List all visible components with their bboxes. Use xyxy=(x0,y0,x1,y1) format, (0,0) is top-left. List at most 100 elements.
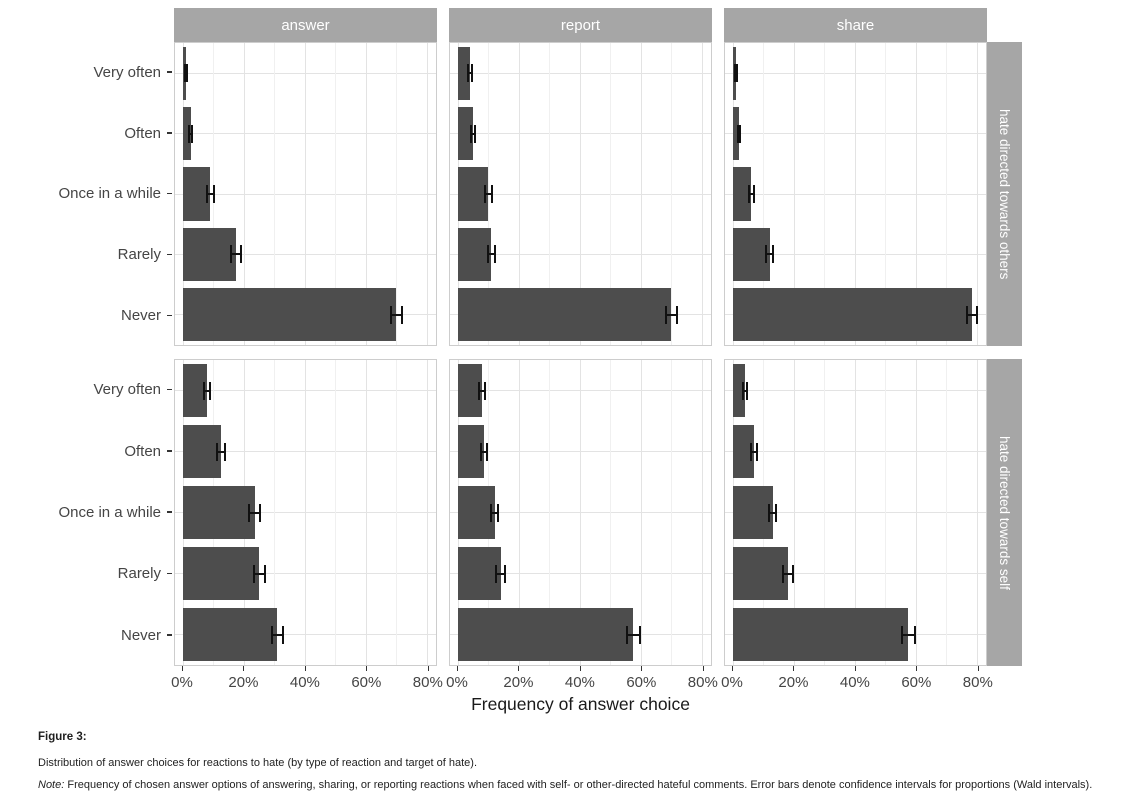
y-tick-mark xyxy=(167,450,172,452)
error-bar-midline xyxy=(469,72,472,75)
y-tick-mark xyxy=(167,572,172,575)
vertical-gridline xyxy=(610,360,612,665)
x-axis-answer: 0% 20% 40% 60% 80% xyxy=(171,666,443,698)
vertical-gridline xyxy=(426,360,428,665)
vertical-gridline xyxy=(854,360,856,665)
vertical-gridline xyxy=(274,360,276,665)
vertical-gridline xyxy=(274,43,276,345)
vertical-gridline xyxy=(915,43,917,345)
vertical-gridline xyxy=(335,360,337,665)
bar-row xyxy=(175,285,436,345)
y-axis-label-row: Often xyxy=(0,420,174,481)
error-bar xyxy=(747,184,755,203)
x-tick-label: 40% xyxy=(289,674,320,691)
panel-report-self xyxy=(449,359,712,666)
error-bar xyxy=(230,245,243,264)
error-bar-midline xyxy=(968,313,977,316)
y-tick-mark xyxy=(167,192,172,195)
bar-row xyxy=(725,360,986,421)
vertical-gridline xyxy=(824,43,826,345)
x-tick-mark xyxy=(181,666,183,671)
y-axis-label-row: Never xyxy=(0,285,174,346)
error-bar xyxy=(187,124,194,143)
error-bar xyxy=(495,564,506,583)
note-text: Frequency of chosen answer options of an… xyxy=(64,779,1093,791)
vertical-gridline xyxy=(579,360,581,665)
figure-caption-description: Distribution of answer choices for react… xyxy=(38,757,478,769)
error-bar xyxy=(742,381,749,400)
x-tick-label: 80% xyxy=(962,674,993,691)
error-bar xyxy=(966,305,979,324)
vertical-gridline xyxy=(243,43,245,345)
bar-row xyxy=(450,164,711,224)
facet-strip-answer-label: answer xyxy=(281,16,330,34)
error-bar xyxy=(184,64,189,83)
x-tick-label: 0% xyxy=(171,674,193,691)
facet-strip-share-label: share xyxy=(836,16,875,34)
panel-share-self xyxy=(724,359,987,666)
y-axis-labels-top: Very often Often Once in a while Rarely Neve… xyxy=(0,42,174,346)
y-tick-label: Often xyxy=(124,124,161,142)
error-bar xyxy=(900,625,916,644)
y-axis-label-row: Very often xyxy=(0,359,174,420)
bar-row xyxy=(175,421,436,482)
bar-row xyxy=(725,604,986,665)
bar xyxy=(182,485,255,540)
panel-answer-others xyxy=(174,42,437,346)
error-bar-midline xyxy=(766,253,773,256)
x-tick-label: 60% xyxy=(626,674,657,691)
error-bar-midline xyxy=(189,132,192,135)
panel-report-others xyxy=(449,42,712,346)
bar-row xyxy=(175,164,436,224)
bar xyxy=(182,607,278,662)
x-tick-mark xyxy=(731,666,733,671)
x-tick-label: 0% xyxy=(446,674,468,691)
bar xyxy=(457,227,492,281)
bar xyxy=(457,424,484,479)
error-bar xyxy=(782,564,794,583)
error-bar xyxy=(248,503,261,522)
bar-row xyxy=(725,224,986,284)
bar-row xyxy=(725,543,986,604)
error-bar-midline xyxy=(497,572,504,575)
facet-strip-answer: answer xyxy=(174,8,437,42)
error-bar xyxy=(484,184,493,203)
error-bar xyxy=(467,64,474,83)
vertical-gridline xyxy=(365,43,367,345)
note-prefix: Note: xyxy=(38,779,65,791)
vertical-gridline xyxy=(763,43,765,345)
error-bar-midline xyxy=(902,633,914,636)
x-tick-label: 60% xyxy=(901,674,932,691)
y-tick-label: Never xyxy=(120,626,161,644)
bar-row xyxy=(450,543,711,604)
vertical-gridline xyxy=(396,360,398,665)
bar xyxy=(457,46,471,100)
x-tick-mark xyxy=(427,666,429,671)
error-bar xyxy=(489,503,500,522)
x-tick-label: 40% xyxy=(839,674,870,691)
facet-strip-report: report xyxy=(449,8,712,42)
bar-row xyxy=(450,43,711,103)
y-tick-mark xyxy=(167,132,172,134)
error-bar xyxy=(389,305,404,324)
error-bar xyxy=(736,124,742,143)
facet-strip-self-label: hate directed towards self xyxy=(997,435,1012,590)
vertical-gridline xyxy=(549,360,551,665)
bar-row xyxy=(175,604,436,665)
y-tick-mark xyxy=(167,388,172,391)
error-bar xyxy=(734,64,739,83)
error-bar-midline xyxy=(272,633,283,636)
y-tick-label: Once in a while xyxy=(58,503,161,521)
bar xyxy=(732,607,909,662)
vertical-gridline xyxy=(854,43,856,345)
error-bar-midline xyxy=(480,389,485,392)
bar-row xyxy=(175,43,436,103)
x-tick-mark xyxy=(456,666,458,671)
x-tick-label: 80% xyxy=(687,674,718,691)
x-tick-mark xyxy=(854,666,856,671)
y-tick-mark xyxy=(167,511,172,513)
bar-row xyxy=(175,103,436,163)
bar-row xyxy=(450,604,711,665)
error-bar xyxy=(625,625,641,644)
